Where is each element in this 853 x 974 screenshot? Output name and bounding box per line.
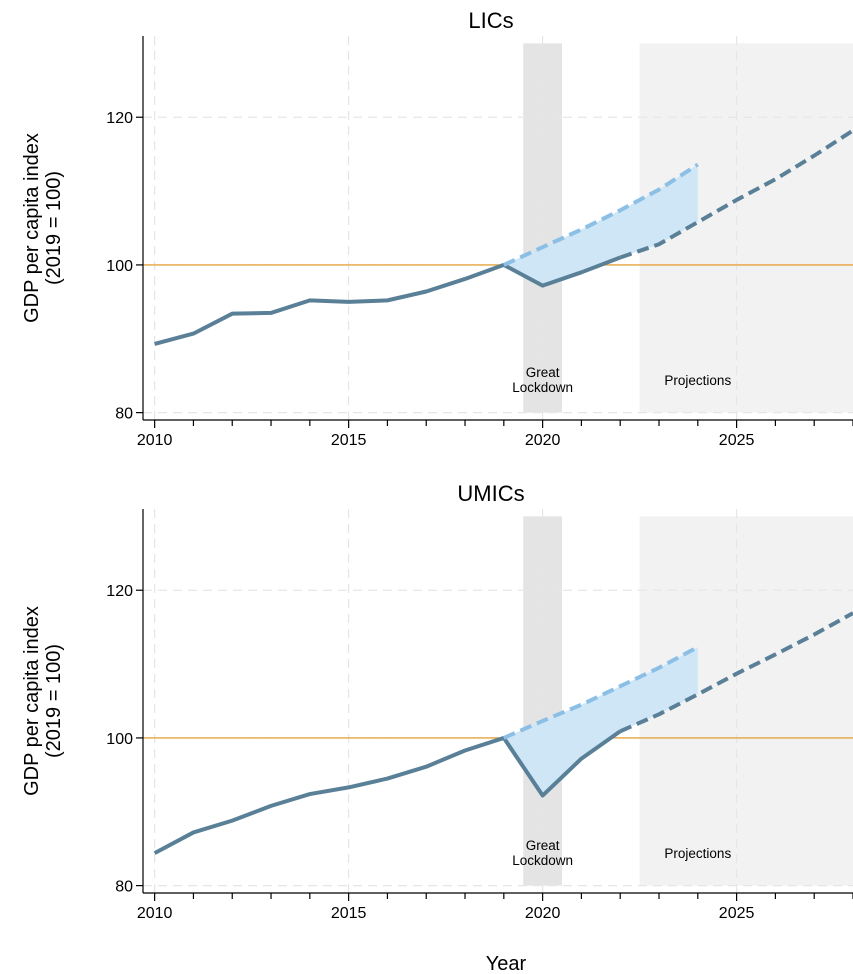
- shaded-label: Great: [526, 838, 560, 853]
- y-axis-label: (2019 = 100): [43, 171, 65, 285]
- y-tick-label: 80: [115, 406, 133, 423]
- x-tick-label: 2020: [525, 905, 561, 922]
- y-axis-label: GDP per capita index: [21, 133, 43, 323]
- panel-title: LICs: [468, 8, 513, 33]
- y-tick-label: 100: [106, 258, 133, 275]
- y-tick-label: 80: [115, 879, 133, 896]
- y-tick-label: 100: [106, 731, 133, 748]
- x-axis-label: Year: [486, 953, 527, 974]
- y-tick-label: 120: [106, 110, 133, 127]
- y-axis-label: GDP per capita index: [21, 606, 43, 796]
- x-tick-label: 2015: [331, 432, 367, 449]
- gap-fill-area: [503, 164, 698, 286]
- actual-series-line: [154, 255, 621, 346]
- x-tick-label: 2010: [137, 432, 173, 449]
- shaded-label: Lockdown: [512, 853, 573, 868]
- y-axis-label: (2019 = 100): [43, 644, 65, 758]
- x-tick-label: 2020: [525, 432, 561, 449]
- shaded-label: Great: [526, 365, 560, 380]
- actual-series-line: [153, 729, 622, 855]
- panel-title: UMICs: [457, 481, 524, 506]
- x-tick-label: 2025: [719, 905, 755, 922]
- shaded-label: Projections: [664, 373, 731, 388]
- x-tick-label: 2010: [137, 905, 173, 922]
- counterfactual-series-line: [502, 162, 699, 267]
- projection-series-line: [619, 128, 853, 260]
- x-tick-label: 2015: [331, 905, 367, 922]
- gap-fill-area: [503, 647, 698, 796]
- x-tick-label: 2025: [719, 432, 755, 449]
- shaded-label: Projections: [664, 846, 731, 861]
- y-tick-label: 120: [106, 583, 133, 600]
- projection-series-line: [619, 611, 853, 734]
- shaded-label: Lockdown: [512, 380, 573, 395]
